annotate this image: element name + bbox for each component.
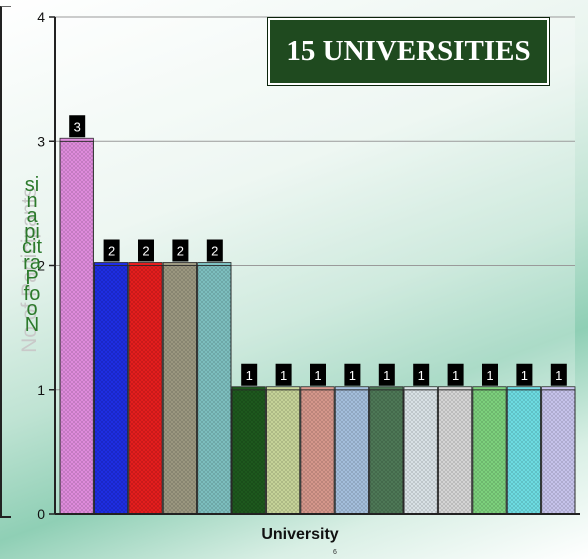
bar-texture [335, 389, 369, 514]
bar-texture [300, 389, 335, 514]
bar-texture [404, 389, 438, 514]
data-label-box [447, 363, 464, 386]
data-label-box [310, 363, 326, 386]
bar-texture [472, 389, 507, 514]
data-label: 2 [211, 244, 218, 259]
data-label-box [69, 115, 86, 138]
bar-top [506, 386, 542, 391]
bar-top [162, 262, 197, 266]
bar-texture [369, 389, 403, 514]
data-label: 1 [314, 368, 321, 383]
slide-number: 6 [333, 549, 337, 556]
bar-top [128, 262, 163, 266]
data-label: 1 [246, 368, 253, 383]
data-label-box [482, 363, 498, 386]
bar-top [94, 262, 129, 266]
bar-top [541, 386, 576, 391]
data-label-box [550, 363, 567, 386]
y-tick-label: 0 [37, 506, 45, 522]
y-tick-label: 3 [37, 133, 45, 149]
data-label-box [413, 363, 430, 386]
chart-title: 15 UNIVERSITIES [267, 17, 550, 86]
bar-texture [541, 389, 575, 514]
bar-top [437, 386, 473, 391]
data-label-box [241, 363, 258, 386]
data-label-box [516, 363, 533, 386]
bar-texture [197, 265, 231, 514]
data-label: 1 [452, 368, 459, 383]
bar-top [403, 386, 438, 391]
data-label-box [275, 363, 292, 386]
bar-top [334, 386, 370, 391]
left-frame-line [0, 6, 11, 518]
data-label: 1 [383, 368, 390, 383]
data-label-box [378, 363, 395, 386]
bar-texture [438, 389, 472, 514]
data-label-box [103, 239, 120, 262]
bar-texture [60, 141, 94, 514]
bar-texture [94, 265, 128, 514]
bar-texture [128, 265, 163, 514]
bar-top [472, 386, 507, 391]
data-label: 3 [74, 119, 81, 134]
data-label: 1 [349, 368, 356, 383]
data-label: 1 [280, 368, 287, 383]
y-tick-label: 1 [37, 382, 45, 398]
data-label-box [206, 239, 223, 262]
data-label: 1 [521, 368, 528, 383]
data-label-box [344, 363, 361, 386]
x-axis-label: University [261, 526, 339, 543]
data-label: 2 [177, 244, 184, 259]
y-tick-label: 4 [37, 9, 45, 25]
data-label-box [138, 239, 154, 262]
bar-top [231, 386, 266, 391]
data-label-box [172, 239, 189, 262]
bar-texture [507, 389, 541, 514]
data-label: 2 [142, 244, 149, 259]
bar-texture [163, 265, 197, 514]
y-axis-label-reversed: sinapicitraP fo oN [22, 174, 42, 336]
bar-top [369, 386, 404, 391]
bar-top [197, 262, 232, 266]
bar-top [265, 386, 301, 391]
data-label: 2 [108, 244, 115, 259]
bar-texture [232, 389, 266, 514]
data-label: 1 [486, 368, 493, 383]
bar-top [59, 137, 94, 142]
y-tick-label: 2 [37, 258, 45, 274]
bar-texture [266, 389, 300, 514]
data-label: 1 [555, 368, 562, 383]
bar-top [300, 386, 335, 391]
data-label: 1 [418, 368, 425, 383]
